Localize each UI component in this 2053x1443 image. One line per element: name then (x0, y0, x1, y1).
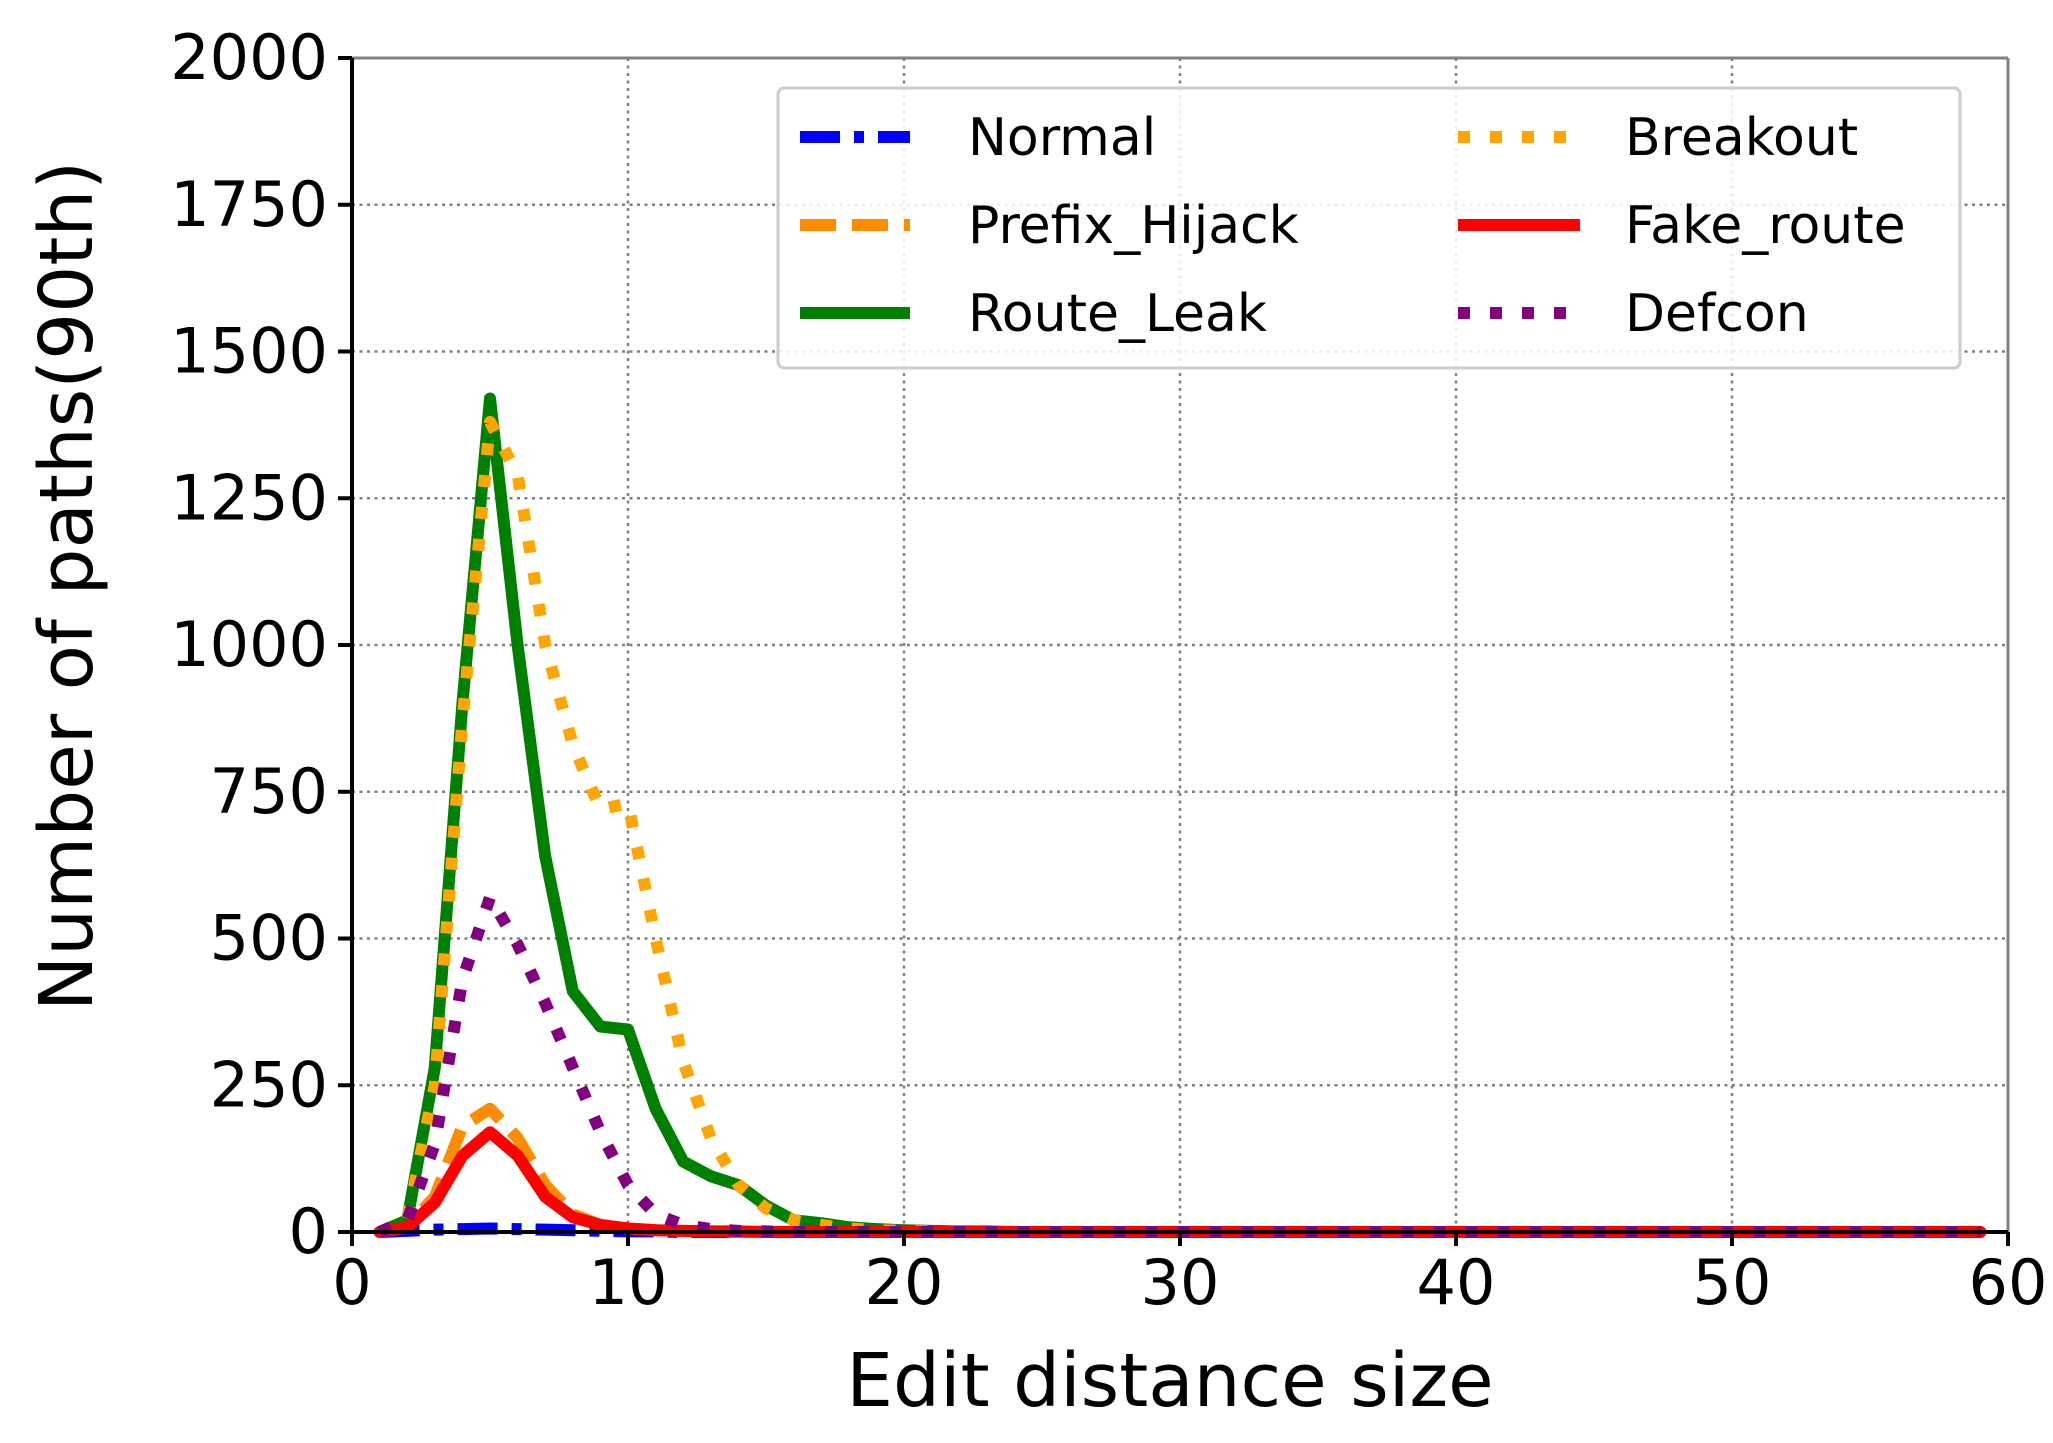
y-tick-label: 1000 (170, 608, 328, 681)
y-tick-label: 250 (210, 1048, 328, 1121)
x-axis-label: Edit distance size (846, 1338, 1493, 1424)
x-tick-label: 50 (1693, 1246, 1772, 1319)
legend-label-defcon: Defcon (1625, 284, 1809, 344)
x-tick-label: 20 (865, 1246, 944, 1319)
legend-label-normal: Normal (968, 108, 1156, 168)
legend-label-breakout: Breakout (1625, 108, 1858, 168)
y-tick-label: 1750 (170, 168, 328, 241)
legend-label-fake-route: Fake_route (1625, 196, 1906, 256)
y-tick-label: 750 (210, 755, 328, 828)
axis-ticks: 0 10 20 30 40 50 60 0 250 500 750 1000 1250 1500 1750 2… (170, 21, 2047, 1319)
y-tick-label: 0 (289, 1195, 328, 1268)
x-tick-label: 30 (1141, 1246, 1220, 1319)
x-tick-label: 10 (589, 1246, 668, 1319)
x-tick-label: 0 (332, 1246, 371, 1319)
x-tick-label: 40 (1417, 1246, 1496, 1319)
y-axis-label: Number of paths(90th) (24, 161, 110, 1011)
legend-label-prefix-hijack: Prefix_Hijack (968, 196, 1299, 256)
y-tick-label: 500 (210, 902, 328, 975)
y-tick-label: 1250 (170, 461, 328, 534)
y-tick-label: 1500 (170, 315, 328, 388)
y-tick-label: 2000 (170, 21, 328, 94)
legend-label-route-leak: Route_Leak (968, 284, 1267, 344)
x-tick-label: 60 (1969, 1246, 2048, 1319)
legend: Normal Prefix_Hijack Route_Leak Breakout Fak… (776, 86, 1962, 370)
legend-box (776, 86, 1962, 370)
